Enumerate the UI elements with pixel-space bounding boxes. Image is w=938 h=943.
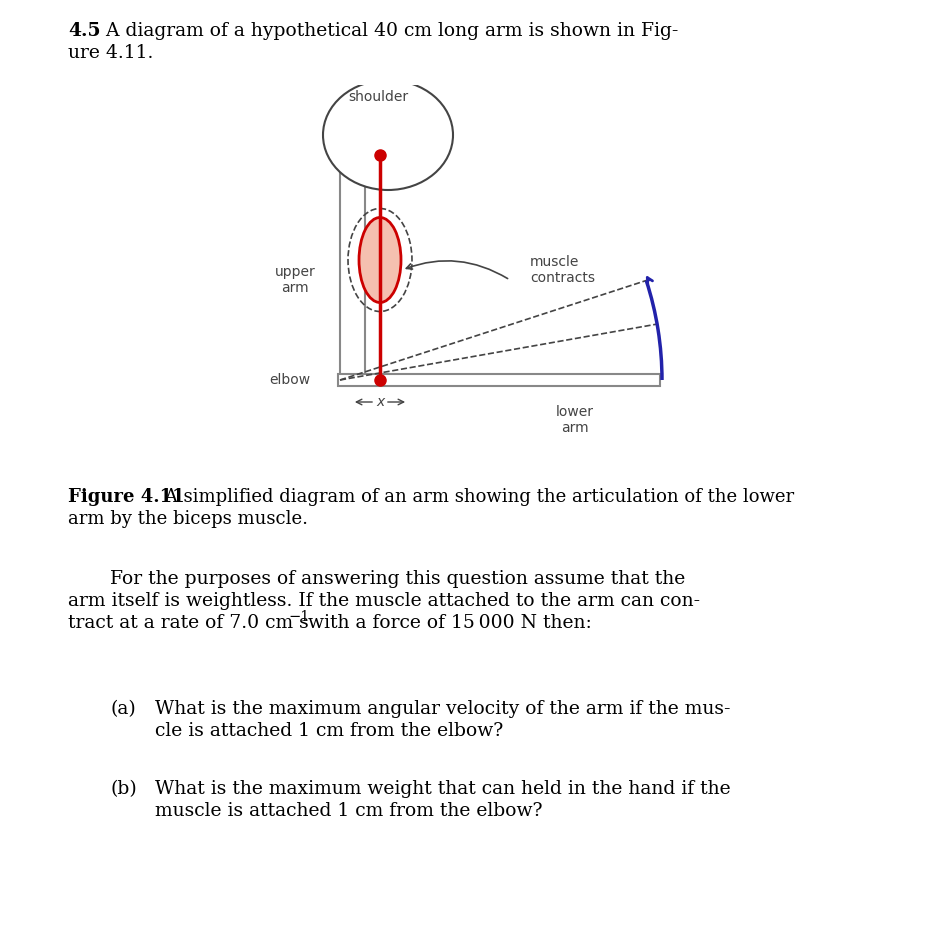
Text: −1: −1 bbox=[288, 610, 310, 624]
Bar bbox=[340, 140, 365, 380]
Text: 4.5: 4.5 bbox=[68, 22, 100, 40]
Text: arm by the biceps muscle.: arm by the biceps muscle. bbox=[68, 510, 308, 528]
Ellipse shape bbox=[359, 218, 401, 303]
Text: lower
arm: lower arm bbox=[556, 405, 594, 436]
Text: cle is attached 1 cm from the elbow?: cle is attached 1 cm from the elbow? bbox=[155, 722, 504, 740]
Text: with a force of 15 000 N then:: with a force of 15 000 N then: bbox=[302, 614, 592, 632]
Text: What is the maximum weight that can held in the hand if the: What is the maximum weight that can held… bbox=[155, 780, 731, 798]
Text: What is the maximum angular velocity of the arm if the mus-: What is the maximum angular velocity of … bbox=[155, 700, 731, 718]
Text: (b): (b) bbox=[110, 780, 137, 798]
Text: muscle
contracts: muscle contracts bbox=[530, 255, 595, 285]
Text: ure 4.11.: ure 4.11. bbox=[68, 44, 154, 62]
Ellipse shape bbox=[323, 80, 453, 190]
Text: (a): (a) bbox=[110, 700, 136, 718]
Bar bbox=[338, 374, 660, 386]
Text: elbow: elbow bbox=[269, 373, 310, 387]
Text: arm itself is weightless. If the muscle attached to the arm can con-: arm itself is weightless. If the muscle … bbox=[68, 592, 700, 610]
Text: x: x bbox=[376, 395, 385, 409]
Text: A diagram of a hypothetical 40 cm long arm is shown in Fig-: A diagram of a hypothetical 40 cm long a… bbox=[100, 22, 678, 40]
Text: upper
arm: upper arm bbox=[275, 265, 315, 295]
Text: muscle is attached 1 cm from the elbow?: muscle is attached 1 cm from the elbow? bbox=[155, 802, 542, 820]
Text: shoulder: shoulder bbox=[348, 90, 408, 104]
Text: Figure 4.11: Figure 4.11 bbox=[68, 488, 185, 506]
Text: A simplified diagram of an arm showing the articulation of the lower: A simplified diagram of an arm showing t… bbox=[159, 488, 794, 506]
Text: For the purposes of answering this question assume that the: For the purposes of answering this quest… bbox=[110, 570, 686, 588]
Text: tract at a rate of 7.0 cm s: tract at a rate of 7.0 cm s bbox=[68, 614, 309, 632]
